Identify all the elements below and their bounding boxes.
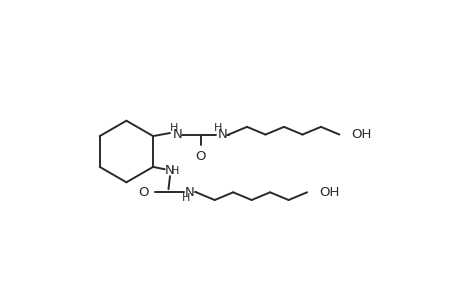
Text: N: N [185,186,195,199]
Text: OH: OH [319,186,339,199]
Text: H: H [182,194,190,203]
Text: H: H [214,123,222,134]
Text: N: N [165,164,174,177]
Text: O: O [138,186,148,199]
Text: OH: OH [351,128,371,141]
Text: H: H [170,166,179,176]
Text: N: N [173,128,182,141]
Text: O: O [195,150,206,163]
Text: H: H [169,123,178,134]
Text: N: N [217,128,227,141]
